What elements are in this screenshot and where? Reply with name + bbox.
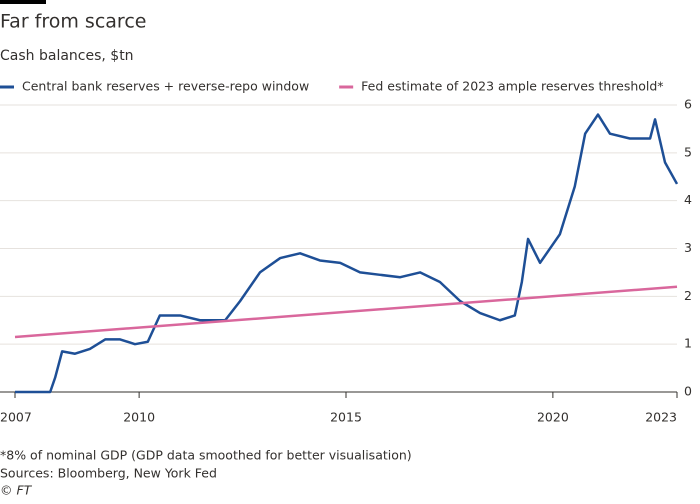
subtitle: Cash balances, $tn — [0, 48, 134, 64]
x-tick-label: 2020 — [537, 410, 569, 425]
legend-label: Fed estimate of 2023 ample reserves thre… — [361, 79, 663, 94]
ft-bar — [0, 0, 46, 4]
x-tick-label: 2023 — [645, 410, 677, 425]
chart-title: Far from scarce — [0, 11, 146, 33]
x-tick-label: 2010 — [123, 410, 155, 425]
y-tick-label: 5 — [684, 144, 692, 159]
y-tick-label: 6 — [684, 97, 692, 112]
x-tick-label: 2007 — [0, 410, 32, 425]
series-line — [15, 113, 679, 394]
footnote: *8% of nominal GDP (GDP data smoothed fo… — [0, 448, 412, 463]
credit: © FT — [0, 483, 33, 498]
y-tick-label: 3 — [684, 240, 692, 255]
y-tick-label: 4 — [684, 192, 692, 207]
series-line — [14, 285, 678, 339]
legend-label: Central bank reserves + reverse-repo win… — [22, 79, 309, 94]
source: Sources: Bloomberg, New York Fed — [0, 466, 217, 481]
x-tick-label: 2015 — [330, 410, 362, 425]
y-tick-label: 2 — [684, 288, 692, 303]
y-tick-label: 0 — [684, 384, 692, 399]
y-tick-label: 1 — [684, 336, 692, 351]
